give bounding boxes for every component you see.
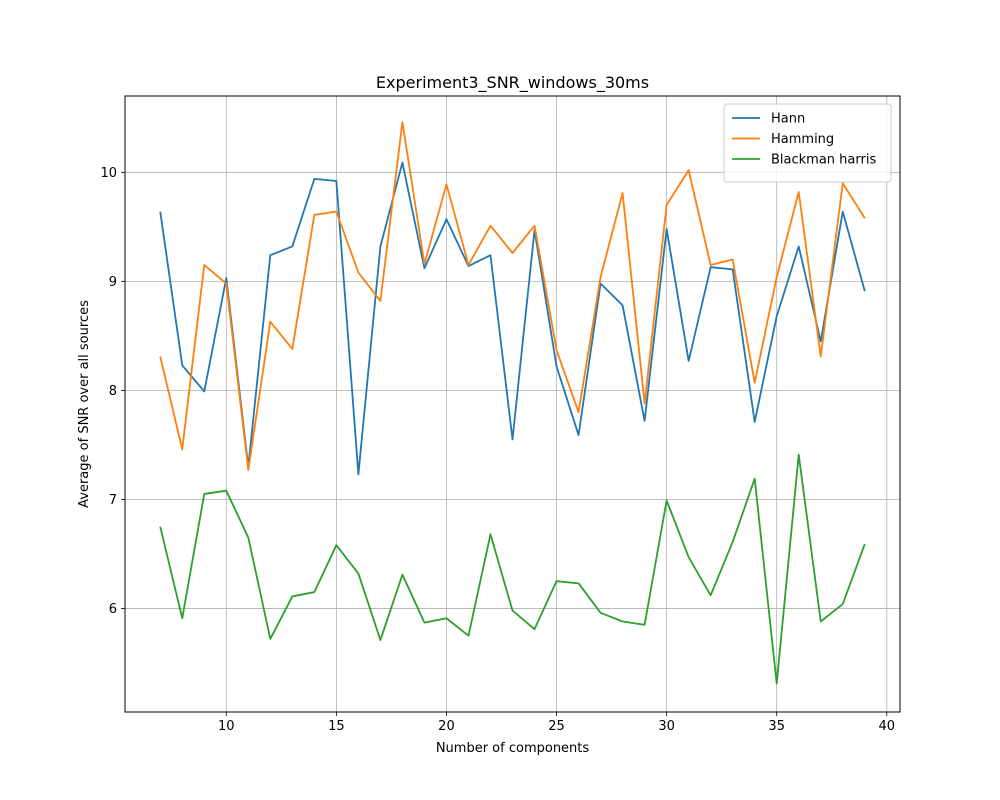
- x-tick-label: 20: [438, 719, 455, 734]
- x-tick-label: 25: [548, 719, 565, 734]
- grid-lines: [125, 96, 900, 712]
- series-line-hann: [159, 161, 866, 476]
- x-tick-label: 35: [768, 719, 785, 734]
- series-lines: [159, 121, 866, 685]
- x-axis-label: Number of components: [436, 741, 590, 756]
- legend-label-hamming: Hamming: [771, 132, 834, 147]
- legend-label-blackman-harris: Blackman harris: [771, 153, 876, 168]
- y-axis-label: Average of SNR over all sources: [77, 300, 92, 508]
- series-line-hamming: [159, 121, 866, 471]
- x-tick-label: 15: [328, 719, 345, 734]
- legend: Hann Hamming Blackman harris: [723, 103, 892, 183]
- x-tick-label: 30: [658, 719, 675, 734]
- y-tick-label: 8: [109, 384, 117, 399]
- legend-label-hann: Hann: [771, 112, 805, 127]
- chart-title: Experiment3_SNR_windows_30ms: [376, 73, 649, 93]
- series-line-blackman-harris: [159, 453, 866, 685]
- y-tick-label: 6: [109, 602, 117, 617]
- x-tick-label: 10: [218, 719, 235, 734]
- x-tick-label: 40: [879, 719, 896, 734]
- y-tick-label: 9: [109, 275, 117, 290]
- plot-frame: [124, 95, 901, 713]
- y-tick-label: 7: [109, 493, 117, 508]
- axis-ticks: 10 15 20 25 30 35 40 6 7 8 9 10: [100, 166, 895, 734]
- legend-box: [723, 103, 892, 183]
- y-tick-label: 10: [100, 166, 117, 181]
